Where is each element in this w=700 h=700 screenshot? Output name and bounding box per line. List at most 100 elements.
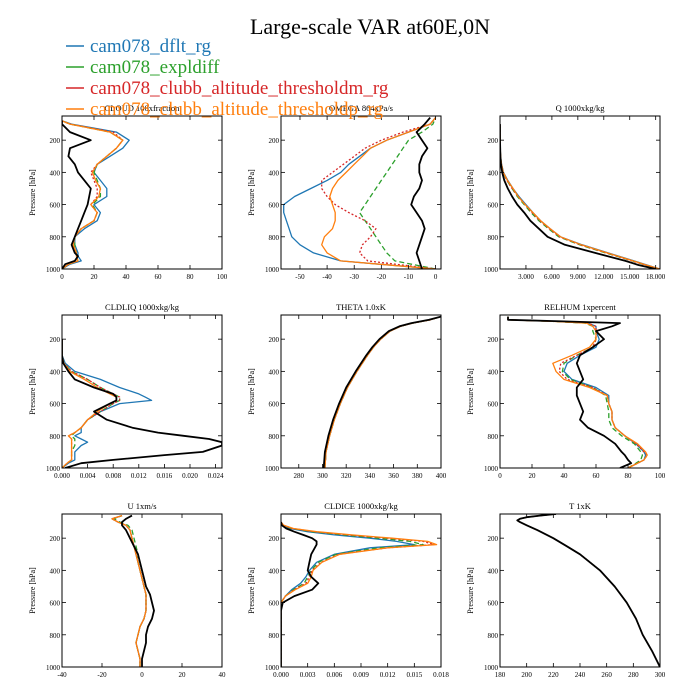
series-line-cam078-clubb-altitude-thresholdm-rg [111,514,147,667]
series-line-cam078-expldiff [281,521,424,667]
x-tick-label: 0 [60,273,64,281]
panel-title: CLDLIQ 1000xkg/kg [105,302,180,312]
x-tick-label: 20 [529,472,537,480]
x-tick-label: -10 [404,273,414,281]
x-tick-label: 0.016 [157,472,173,480]
y-tick-label: 600 [269,401,280,409]
x-tick-label: 320 [341,472,352,480]
y-tick-label: 1000 [484,664,499,672]
x-tick-label: 340 [365,472,376,480]
series-line-cam078-expldiff [358,117,437,269]
y-tick-label: 1000 [46,266,61,274]
y-tick-label: 800 [269,632,280,640]
figure-title: Large-scale VAR at60E,0N [250,14,490,39]
y-tick-label: 1000 [265,664,280,672]
y-tick-label: 400 [50,169,61,177]
y-axis-label: Pressure [hPa] [247,567,256,614]
legend-item: cam078_dflt_rg [66,36,212,57]
x-tick-label: 0.000 [273,671,289,679]
x-tick-label: 60 [593,472,601,480]
series-line-cam078-clubb-altitude-thresholdp-rg [281,521,438,667]
legend-label: cam078_dflt_rg [90,36,212,57]
panel-2: OMEGA 864xPa/s Pressure [hPa] 200 400 600 800… [247,103,442,281]
x-tick-label: 280 [294,472,305,480]
y-tick-label: 400 [488,169,499,177]
y-tick-label: 200 [269,336,280,344]
y-tick-label: 200 [269,137,280,145]
series-line-ref [410,117,431,269]
y-tick-label: 1000 [265,266,280,274]
y-tick-label: 600 [269,202,280,210]
x-tick-label: 0.004 [80,472,96,480]
series-line-cam078-clubb-altitude-thresholdm-rg [62,120,124,269]
y-axis-label: Pressure [hPa] [247,169,256,216]
panel-8: CLDICE 1000xkg/kg Pressure [hPa] 200 400 600… [247,501,449,679]
y-tick-label: 400 [50,567,61,575]
panel-title: CLDICE 1000xkg/kg [324,501,398,511]
x-tick-label: -40 [322,273,332,281]
series-line-cam078-expldiff [324,315,441,468]
y-tick-label: 1000 [484,465,499,473]
series-line-cam078-clubb-altitude-thresholdp-rg [516,514,660,667]
series-line-cam078-clubb-altitude-thresholdm-rg [500,124,660,269]
x-tick-label: 40 [123,273,131,281]
series-line-cam078-clubb-altitude-thresholdp-rg [324,315,441,468]
series-line-cam078-clubb-altitude-thresholdp-rg [111,514,147,667]
x-tick-label: 0.012 [131,472,147,480]
series-line-cam078-expldiff [507,316,644,468]
series-line-cam078-expldiff [62,120,124,269]
panel-title: Q 1000xkg/kg [556,103,606,113]
series-line-cam078-expldiff [516,514,660,667]
x-tick-label: 60 [155,273,163,281]
y-tick-label: 800 [50,433,61,441]
legend-label: cam078_expldiff [90,57,220,78]
x-tick-label: -50 [295,273,305,281]
x-tick-label: 12.000 [594,273,614,281]
legend-label: cam078_clubb_altitude_thresholdm_rg [90,78,389,99]
x-tick-label: 400 [436,472,447,480]
series-line-cam078-clubb-altitude-thresholdm-rg [324,315,441,468]
y-tick-label: 200 [50,137,61,145]
x-tick-label: 240 [575,671,586,679]
x-tick-label: 20 [179,671,187,679]
y-tick-label: 400 [269,169,280,177]
y-tick-label: 1000 [46,664,61,672]
plot-frame [61,314,223,469]
series-line-ref [500,124,656,269]
x-tick-label: 100 [217,273,228,281]
series-line-cam078-dflt-rg [62,339,153,468]
x-tick-label: 40 [561,472,569,480]
x-tick-label: 200 [521,671,532,679]
series-line-cam078-clubb-altitude-thresholdm-rg [516,514,660,667]
series-line-cam078-expldiff [500,124,660,269]
x-tick-label: 280 [628,671,639,679]
y-tick-label: 200 [50,336,61,344]
x-tick-label: 6.000 [544,273,560,281]
x-tick-label: 260 [601,671,612,679]
plot-frame [499,513,661,668]
x-tick-label: 100 [655,472,666,480]
x-tick-label: 18.000 [646,273,666,281]
y-tick-label: 200 [488,535,499,543]
y-tick-label: 800 [50,632,61,640]
x-tick-label: 0 [140,671,144,679]
x-tick-label: 360 [388,472,399,480]
y-tick-label: 800 [488,234,499,242]
legend-item: cam078_expldiff [66,57,220,78]
x-tick-label: 0.006 [326,671,342,679]
x-tick-label: -40 [57,671,67,679]
panel-5: THETA 1.0xK Pressure [hPa] 200 400 600 800 100… [247,302,447,480]
x-tick-label: 40 [219,671,227,679]
y-tick-label: 200 [269,535,280,543]
x-tick-label: 3.000 [518,273,534,281]
y-tick-label: 400 [488,368,499,376]
y-axis-label: Pressure [hPa] [28,169,37,216]
x-tick-label: -30 [350,273,360,281]
panel-title: T 1xK [569,501,592,511]
x-tick-label: 0.015 [406,671,422,679]
x-tick-label: 380 [412,472,423,480]
